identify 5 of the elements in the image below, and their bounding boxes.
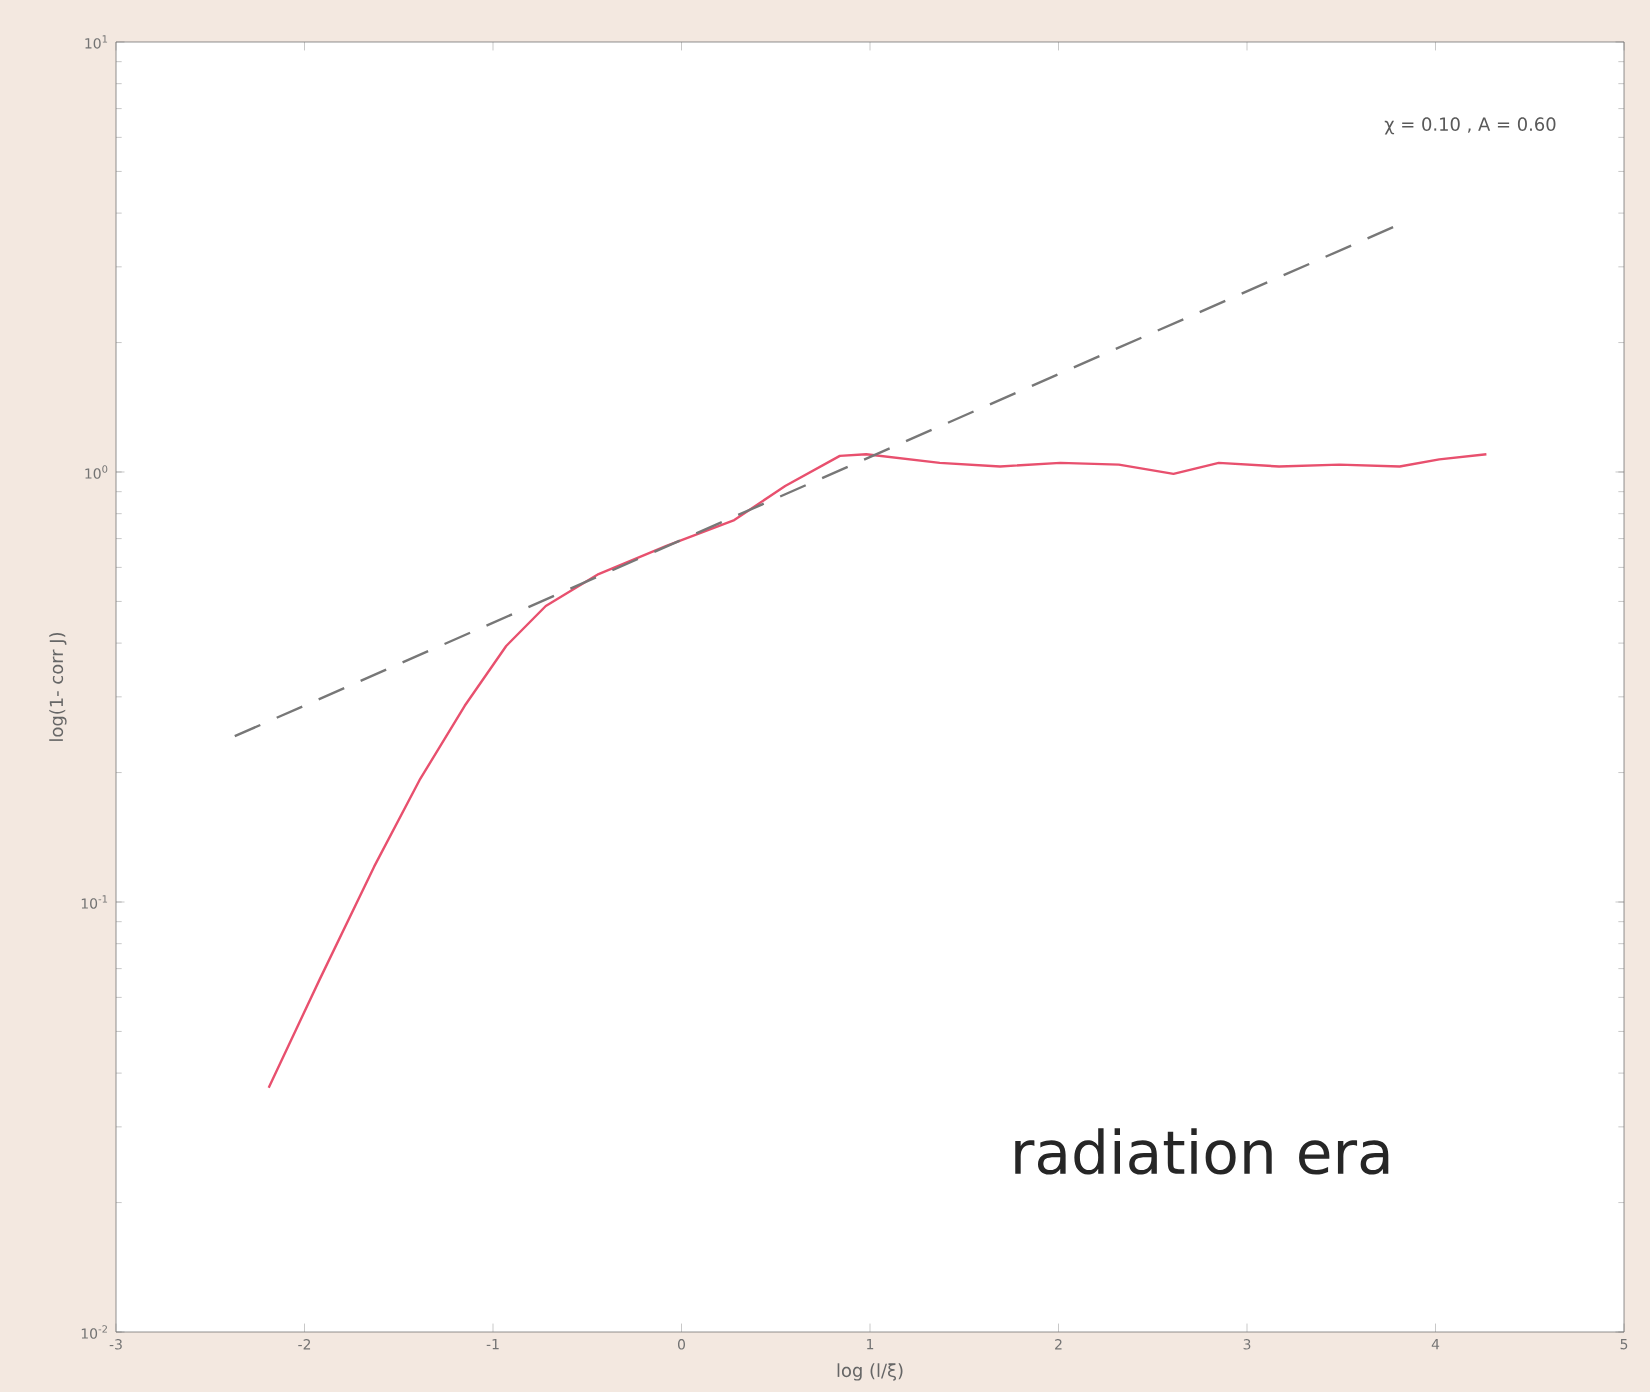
y-axis-title: log(1- corr J)	[49, 632, 67, 741]
x-axis-title: log (l/ξ)	[837, 1363, 903, 1381]
annotation: χ = 0.10 , A = 0.60	[1384, 117, 1556, 135]
annotation: radiation era	[1015, 1128, 1389, 1175]
line-series	[267, 453, 1488, 1089]
